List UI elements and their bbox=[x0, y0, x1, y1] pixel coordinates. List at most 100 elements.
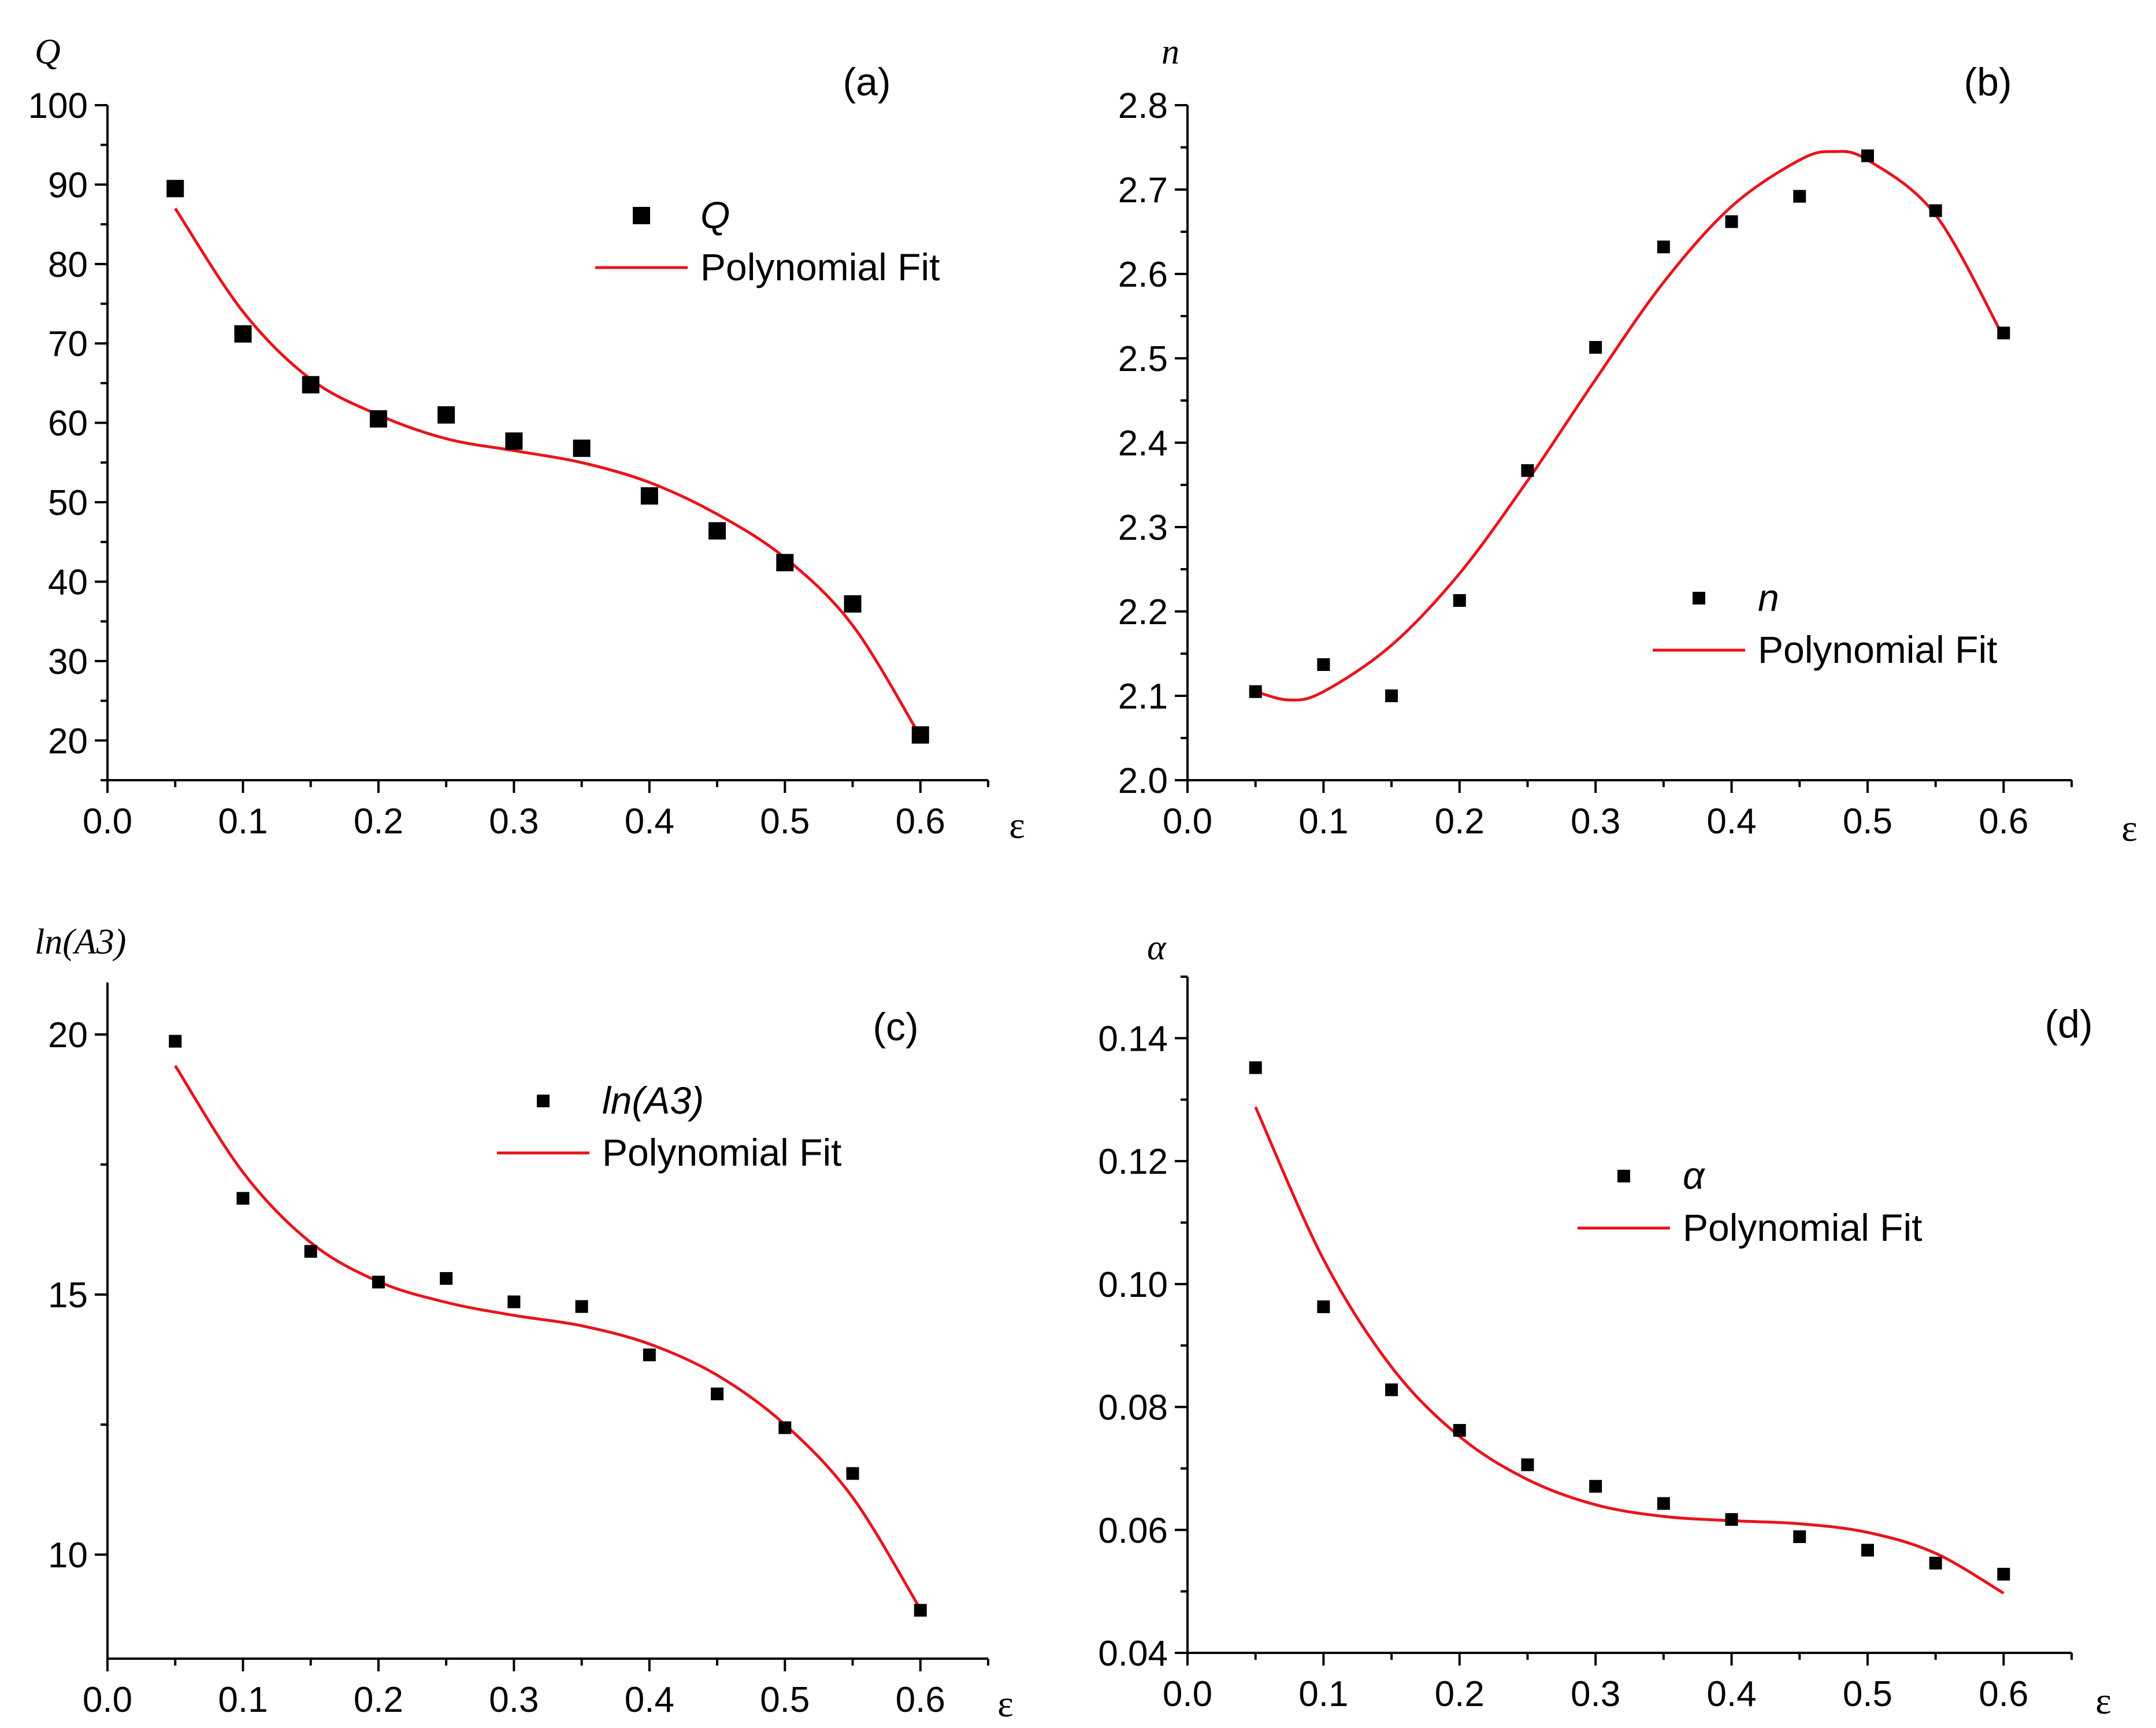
legend-fit-label: Polynomial Fit bbox=[1758, 628, 1997, 671]
data-point bbox=[1249, 1061, 1262, 1074]
legend-marker-label: n bbox=[1758, 576, 1779, 619]
data-point bbox=[507, 1295, 521, 1308]
fit-line bbox=[174, 207, 922, 737]
data-point bbox=[372, 1275, 385, 1289]
x-tick-label: 0.1 bbox=[218, 1680, 268, 1720]
x-tick-label: 0.3 bbox=[1571, 1674, 1620, 1714]
x-tick-label: 0.5 bbox=[1843, 802, 1892, 841]
chart-panel-b: 0.0 0.1 0.2 0.3 0.4 0.5 0.6 2.0 2.1 2.2 2.3 2.4 2.5 2… bbox=[1118, 32, 2138, 850]
x-tick-label: 0.0 bbox=[83, 1680, 132, 1720]
x-axis-label: ε bbox=[1009, 804, 1025, 847]
data-point bbox=[1385, 1383, 1398, 1396]
y-tick-label: 30 bbox=[48, 642, 88, 682]
fit-line bbox=[1254, 1106, 2005, 1594]
legend-fit-label: Polynomial Fit bbox=[1683, 1206, 1922, 1249]
y-tick-label: 2.2 bbox=[1118, 592, 1168, 632]
data-point bbox=[778, 1421, 792, 1434]
x-tick-label: 0.6 bbox=[1979, 1674, 2028, 1714]
y-tick-label: 0.06 bbox=[1098, 1511, 1168, 1551]
data-point bbox=[1521, 464, 1534, 477]
x-tick-label: 0.1 bbox=[1298, 802, 1348, 841]
legend-marker bbox=[1693, 592, 1705, 605]
legend-marker-label: α bbox=[1683, 1154, 1706, 1197]
data-point bbox=[643, 1348, 656, 1362]
x-tick-label: 0.0 bbox=[1163, 1674, 1212, 1714]
legend-fit-label: Polynomial Fit bbox=[700, 246, 940, 288]
y-tick-label: 2.0 bbox=[1118, 761, 1168, 801]
x-tick-label: 0.5 bbox=[760, 802, 810, 841]
data-point bbox=[1385, 689, 1398, 702]
y-tick-label: 10 bbox=[48, 1536, 88, 1575]
y-tick-label: 20 bbox=[48, 721, 88, 761]
y-tick-label: 2.4 bbox=[1118, 424, 1168, 463]
panel-label: (c) bbox=[873, 1005, 918, 1049]
data-point bbox=[914, 1604, 927, 1617]
data-point bbox=[236, 1192, 250, 1205]
x-tick-label: 0.3 bbox=[489, 1680, 539, 1720]
data-point bbox=[1521, 1458, 1534, 1471]
data-point bbox=[776, 554, 794, 572]
data-point bbox=[234, 325, 252, 343]
data-point bbox=[440, 1272, 453, 1285]
data-point bbox=[640, 487, 658, 505]
data-point bbox=[166, 180, 184, 198]
y-tick-label: 0.14 bbox=[1098, 1019, 1168, 1059]
data-point bbox=[1929, 1556, 1942, 1570]
x-tick-label: 0.1 bbox=[218, 802, 268, 841]
data-point bbox=[1861, 1544, 1874, 1557]
data-point bbox=[575, 1300, 588, 1313]
y-tick-label: 15 bbox=[48, 1275, 88, 1315]
y-tick-label: 2.5 bbox=[1118, 339, 1168, 379]
y-axis-label: α bbox=[1147, 928, 1167, 967]
data-point bbox=[711, 1387, 724, 1400]
x-axis-label: ε bbox=[2121, 807, 2138, 850]
y-tick-label: 50 bbox=[48, 483, 88, 523]
data-point bbox=[1453, 594, 1466, 607]
y-tick-label: 2.7 bbox=[1118, 170, 1168, 210]
panel-label: (b) bbox=[1964, 60, 2012, 104]
data-point bbox=[505, 432, 523, 450]
y-tick-label: 70 bbox=[48, 324, 88, 364]
x-tick-label: 0.2 bbox=[354, 802, 403, 841]
x-tick-label: 0.2 bbox=[1435, 1674, 1485, 1714]
legend-fit-label: Polynomial Fit bbox=[602, 1131, 841, 1174]
data-point bbox=[1793, 1530, 1806, 1543]
x-tick-label: 0.4 bbox=[1706, 802, 1756, 841]
panel-label: (a) bbox=[843, 60, 890, 104]
y-tick-label: 0.08 bbox=[1098, 1388, 1168, 1428]
chart-panel-c: 0.0 0.1 0.2 0.3 0.4 0.5 0.6 10 15 20 ln(A3) ε (c) ln(… bbox=[35, 922, 1014, 1725]
y-tick-label: 60 bbox=[48, 404, 88, 444]
data-point bbox=[169, 1034, 182, 1048]
y-tick-label: 0.12 bbox=[1098, 1142, 1168, 1182]
fit-line bbox=[1255, 150, 2005, 702]
x-tick-label: 0.2 bbox=[1435, 802, 1485, 841]
data-point bbox=[1929, 204, 1942, 217]
y-tick-label: 40 bbox=[48, 562, 88, 602]
x-tick-label: 0.6 bbox=[896, 802, 945, 841]
data-point bbox=[1317, 1300, 1330, 1314]
data-point bbox=[1657, 240, 1670, 254]
data-point bbox=[846, 1467, 859, 1480]
fit-line bbox=[174, 1065, 922, 1610]
x-tick-label: 0.5 bbox=[1843, 1674, 1892, 1714]
x-tick-label: 0.0 bbox=[83, 802, 132, 841]
data-point bbox=[1997, 1567, 2010, 1581]
data-point bbox=[1997, 327, 2010, 340]
y-tick-label: 0.04 bbox=[1098, 1634, 1168, 1674]
data-point bbox=[369, 410, 387, 428]
panel-label: (d) bbox=[2044, 1002, 2092, 1046]
y-tick-label: 2.1 bbox=[1118, 677, 1168, 717]
y-tick-label: 2.3 bbox=[1118, 508, 1168, 548]
legend-marker bbox=[1617, 1170, 1630, 1182]
x-tick-label: 0.5 bbox=[760, 1680, 810, 1720]
x-tick-label: 0.6 bbox=[1979, 802, 2028, 841]
x-axis-label: ε bbox=[997, 1683, 1014, 1725]
data-point bbox=[1317, 658, 1330, 671]
data-point bbox=[844, 595, 862, 613]
data-point bbox=[1657, 1497, 1670, 1510]
x-tick-label: 0.0 bbox=[1163, 802, 1212, 841]
data-point bbox=[708, 522, 726, 540]
legend-marker-label: ln(A3) bbox=[602, 1079, 704, 1122]
chart-panel-a: 0.0 0.1 0.2 0.3 0.4 0.5 0.6 20 30 40 50 60 70 80 90 100… bbox=[28, 32, 1025, 847]
